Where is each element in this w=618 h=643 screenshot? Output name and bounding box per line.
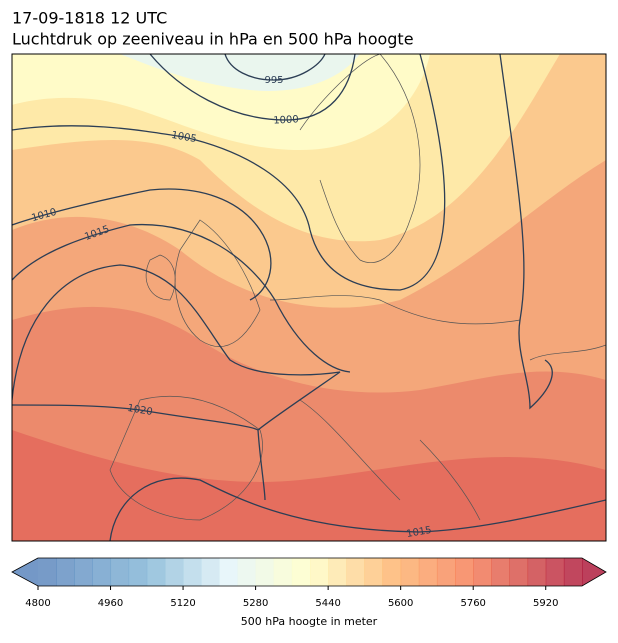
- colorbar-band: [563, 558, 583, 586]
- contour-label: 1020: [126, 403, 153, 418]
- map-frame: [11, 53, 607, 542]
- colorbar-tick-label: 5920: [533, 598, 558, 609]
- colorbar-band: [110, 558, 130, 586]
- colorbar-tick-label: 5280: [243, 598, 268, 609]
- colorbar-band: [400, 558, 420, 586]
- title: 17-09-1818 12 UTC: [12, 9, 167, 28]
- coastlines: [109, 54, 606, 521]
- colorbar-band: [545, 558, 565, 586]
- colorbar-frame: [11, 557, 607, 587]
- subtitle: Luchtdruk op zeeniveau in hPa en 500 hPa…: [12, 30, 414, 49]
- colorbar-band: [56, 558, 75, 586]
- colorbar-band: [273, 558, 293, 586]
- colorbar-tick-label: 4960: [98, 598, 123, 609]
- colorbar-band: [38, 558, 57, 586]
- colorbar-tick-label: 5440: [315, 598, 340, 609]
- colorbar: 4800 4960 5120 5280 5440 5600 5760 5920: [11, 557, 607, 609]
- colorbar-band: [310, 558, 329, 586]
- colorbar-band: [509, 558, 529, 586]
- colorbar-band: [455, 558, 474, 586]
- colorbar-extend-high: [582, 558, 606, 586]
- colorbar-band: [527, 558, 547, 586]
- colorbar-band: [436, 558, 456, 586]
- colorbar-tick-label: 5600: [388, 598, 413, 609]
- colorbar-band: [491, 558, 510, 586]
- colorbar-band: [183, 558, 202, 586]
- contour-label: 1005: [170, 130, 197, 145]
- colorbar-band: [328, 558, 347, 586]
- colorbar-band: [237, 558, 257, 586]
- colorbar-tick-label: 5760: [460, 598, 485, 609]
- colorbar-tick-label: 4800: [25, 598, 50, 609]
- colorbar-band: [473, 558, 492, 586]
- colorbar-band: [74, 558, 93, 586]
- colorbar-tick-label: 5120: [170, 598, 195, 609]
- colorbar-band: [364, 558, 384, 586]
- map: [12, 54, 606, 541]
- colorbar-band: [164, 558, 184, 586]
- contour-label: 1000: [273, 114, 299, 126]
- contour-label: 995: [264, 75, 283, 86]
- colorbar-band: [201, 558, 220, 586]
- colorbar-band: [346, 558, 365, 586]
- colorbar-extend-low: [12, 558, 38, 586]
- colorbar-band: [255, 558, 275, 586]
- colorbar-band: [291, 558, 311, 586]
- colorbar-band: [128, 558, 148, 586]
- contour-label: 1015: [406, 525, 433, 540]
- colorbar-band: [219, 558, 238, 586]
- isobars: [12, 54, 606, 541]
- colorbar-band: [382, 558, 402, 586]
- colorbar-label: 500 hPa hoogte in meter: [241, 615, 378, 628]
- colorbar-band: [92, 558, 112, 586]
- colorbar-band: [418, 558, 438, 586]
- field: [120, 54, 360, 91]
- colorbar-band: [146, 558, 166, 586]
